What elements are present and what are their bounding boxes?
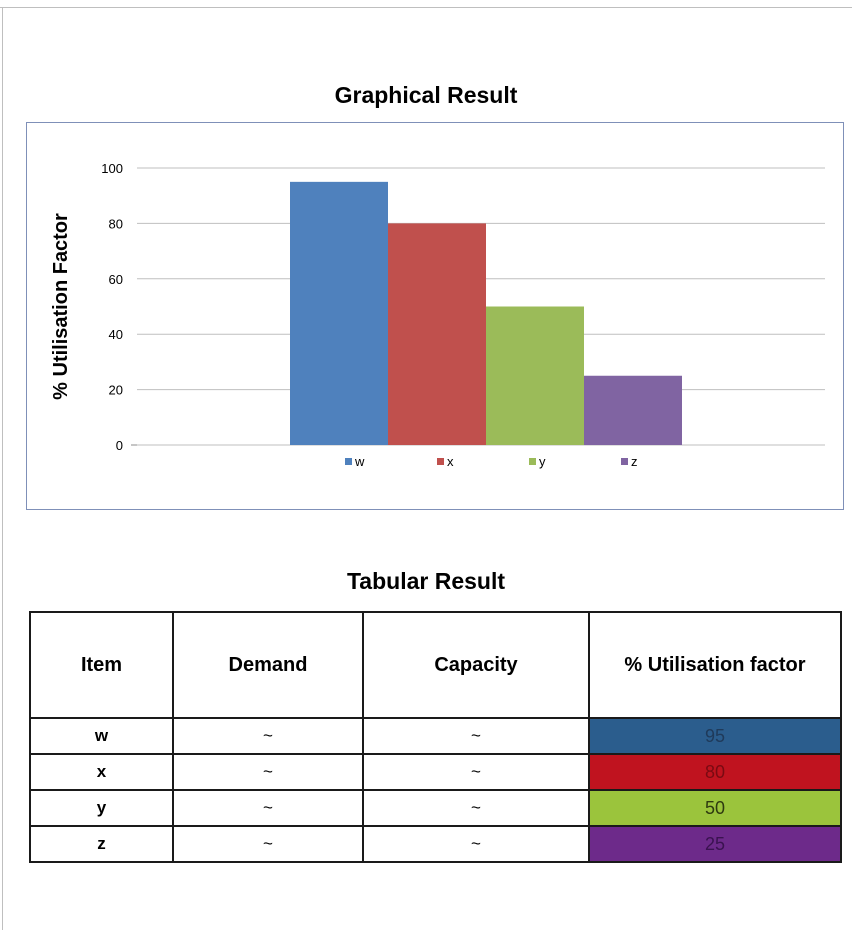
header-demand: Demand bbox=[173, 612, 363, 718]
table-row: z ~ ~ 25 bbox=[30, 826, 841, 862]
header-capacity: Capacity bbox=[363, 612, 589, 718]
y-tick-label: 60 bbox=[109, 272, 123, 287]
page-border-top bbox=[0, 7, 852, 8]
y-tick-label: 20 bbox=[109, 383, 123, 398]
bar-y bbox=[486, 307, 584, 446]
legend-label-z: z bbox=[631, 454, 638, 469]
cell-utilisation-factor: 50 bbox=[589, 790, 841, 826]
legend-swatch-y bbox=[529, 458, 536, 465]
tabular-result-title: Tabular Result bbox=[0, 568, 852, 595]
y-axis-label: % Utilisation Factor bbox=[50, 213, 72, 400]
y-tick-label: 80 bbox=[109, 216, 123, 231]
header-utilisation-factor: % Utilisation factor bbox=[589, 612, 841, 718]
legend-swatch-w bbox=[345, 458, 352, 465]
cell-item: y bbox=[30, 790, 173, 826]
cell-capacity: ~ bbox=[363, 826, 589, 862]
cell-item: x bbox=[30, 754, 173, 790]
cell-item: z bbox=[30, 826, 173, 862]
cell-utilisation-factor: 95 bbox=[589, 718, 841, 754]
legend-label-x: x bbox=[447, 454, 454, 469]
cell-utilisation-factor: 25 bbox=[589, 826, 841, 862]
cell-capacity: ~ bbox=[363, 790, 589, 826]
bar-z bbox=[584, 376, 682, 445]
cell-demand: ~ bbox=[173, 826, 363, 862]
utilisation-bar-chart: 0 20 40 60 80 100 % Utilisation Factor w x y z bbox=[27, 123, 845, 511]
cell-demand: ~ bbox=[173, 790, 363, 826]
y-tick-label: 0 bbox=[116, 438, 123, 453]
bar-w bbox=[290, 182, 388, 445]
cell-item: w bbox=[30, 718, 173, 754]
legend-label-y: y bbox=[539, 454, 546, 469]
graphical-result-title: Graphical Result bbox=[0, 82, 852, 109]
y-tick-label: 40 bbox=[109, 327, 123, 342]
header-item: Item bbox=[30, 612, 173, 718]
chart-frame: 0 20 40 60 80 100 % Utilisation Factor w x y z bbox=[26, 122, 844, 510]
table-row: y ~ ~ 50 bbox=[30, 790, 841, 826]
legend-swatch-z bbox=[621, 458, 628, 465]
cell-capacity: ~ bbox=[363, 718, 589, 754]
cell-capacity: ~ bbox=[363, 754, 589, 790]
legend-label-w: w bbox=[354, 454, 365, 469]
page-border-left bbox=[2, 7, 3, 930]
cell-demand: ~ bbox=[173, 718, 363, 754]
cell-demand: ~ bbox=[173, 754, 363, 790]
table-header-row: Item Demand Capacity % Utilisation facto… bbox=[30, 612, 841, 718]
table-row: w ~ ~ 95 bbox=[30, 718, 841, 754]
y-tick-label: 100 bbox=[101, 161, 123, 176]
legend-swatch-x bbox=[437, 458, 444, 465]
results-table: Item Demand Capacity % Utilisation facto… bbox=[29, 611, 842, 863]
bar-x bbox=[388, 223, 486, 445]
table-row: x ~ ~ 80 bbox=[30, 754, 841, 790]
cell-utilisation-factor: 80 bbox=[589, 754, 841, 790]
